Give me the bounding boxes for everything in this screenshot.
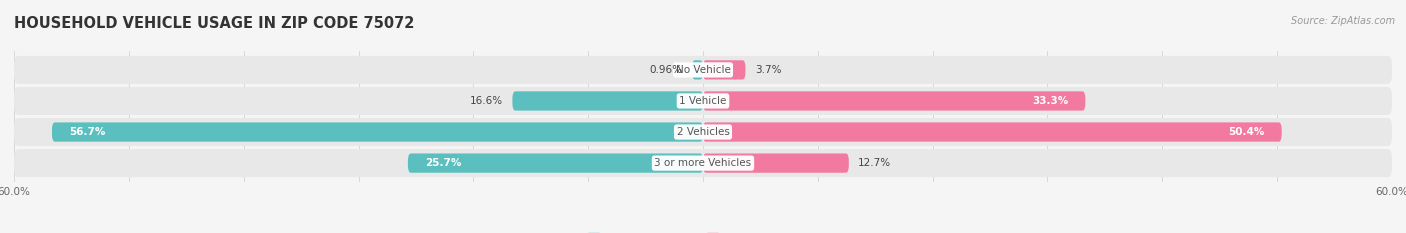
Text: 12.7%: 12.7% — [858, 158, 891, 168]
FancyBboxPatch shape — [14, 149, 1392, 177]
Text: 25.7%: 25.7% — [425, 158, 461, 168]
Legend: Owner-occupied, Renter-occupied: Owner-occupied, Renter-occupied — [583, 229, 823, 233]
FancyBboxPatch shape — [512, 91, 703, 111]
Text: 16.6%: 16.6% — [470, 96, 503, 106]
Text: No Vehicle: No Vehicle — [675, 65, 731, 75]
FancyBboxPatch shape — [703, 91, 1085, 111]
FancyBboxPatch shape — [14, 87, 1392, 115]
Text: 56.7%: 56.7% — [69, 127, 105, 137]
FancyBboxPatch shape — [703, 154, 849, 173]
FancyBboxPatch shape — [14, 118, 1392, 146]
FancyBboxPatch shape — [52, 122, 703, 142]
Text: 1 Vehicle: 1 Vehicle — [679, 96, 727, 106]
Text: 2 Vehicles: 2 Vehicles — [676, 127, 730, 137]
Text: 3.7%: 3.7% — [755, 65, 782, 75]
Text: 3 or more Vehicles: 3 or more Vehicles — [654, 158, 752, 168]
FancyBboxPatch shape — [703, 60, 745, 79]
Text: HOUSEHOLD VEHICLE USAGE IN ZIP CODE 75072: HOUSEHOLD VEHICLE USAGE IN ZIP CODE 7507… — [14, 16, 415, 31]
FancyBboxPatch shape — [692, 60, 703, 79]
Text: 33.3%: 33.3% — [1032, 96, 1069, 106]
FancyBboxPatch shape — [408, 154, 703, 173]
Text: 50.4%: 50.4% — [1227, 127, 1264, 137]
Text: 0.96%: 0.96% — [650, 65, 683, 75]
FancyBboxPatch shape — [14, 56, 1392, 84]
Text: Source: ZipAtlas.com: Source: ZipAtlas.com — [1291, 16, 1395, 26]
FancyBboxPatch shape — [703, 122, 1282, 142]
